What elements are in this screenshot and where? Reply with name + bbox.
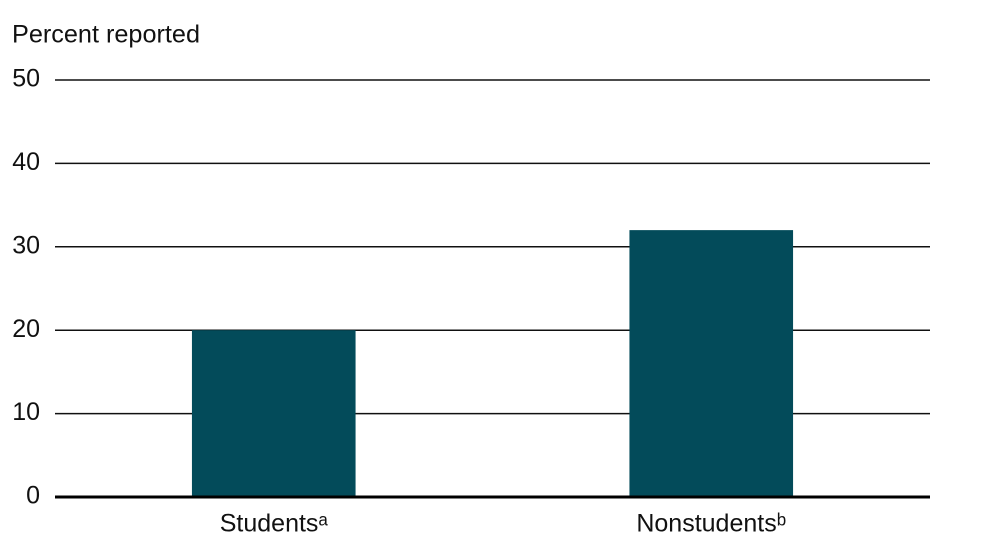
y-tick-label: 50: [12, 65, 40, 93]
y-tick-label: 20: [12, 315, 40, 343]
y-tick-label: 40: [12, 148, 40, 176]
y-axis-label: Percent reported: [12, 21, 200, 49]
y-tick-label: 0: [26, 482, 40, 510]
bar: [629, 230, 794, 497]
x-tick-label: Nonstudentsᵇ: [636, 510, 786, 538]
y-tick-label: 30: [12, 231, 40, 259]
x-tick-label: Studentsᵃ: [220, 510, 329, 538]
bar: [191, 330, 356, 497]
y-tick-label: 10: [12, 398, 40, 426]
